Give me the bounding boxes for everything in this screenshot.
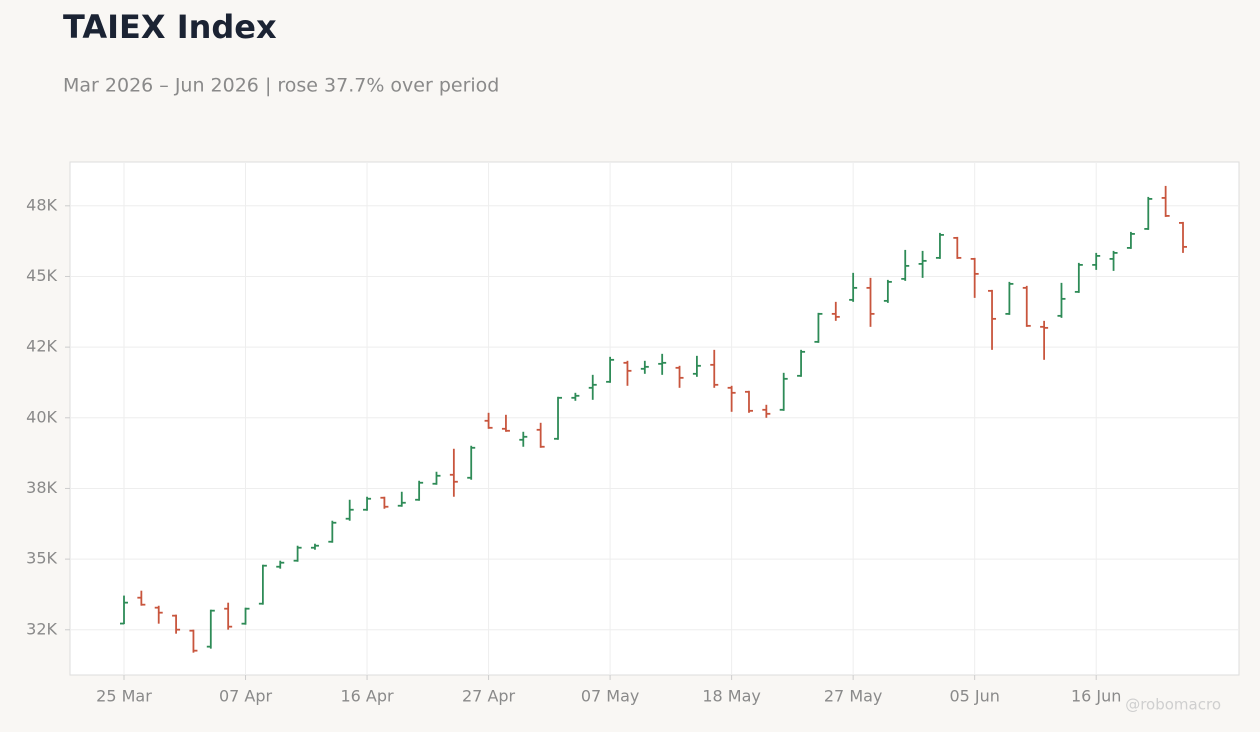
x-tick-label: 16 Jun	[1071, 687, 1121, 706]
chart-subtitle: Mar 2026 – Jun 2026 | rose 37.7% over pe…	[63, 75, 499, 97]
y-tick-label: 42K	[26, 337, 57, 356]
x-tick-label: 07 May	[581, 687, 640, 706]
watermark: @robomacro	[1125, 696, 1221, 714]
y-tick-label: 32K	[26, 619, 57, 638]
x-tick-label: 07 Apr	[219, 687, 273, 706]
plot-area	[69, 161, 1240, 676]
x-tick-label: 27 Apr	[462, 687, 516, 706]
y-tick-label: 40K	[26, 407, 57, 426]
y-tick-label: 38K	[26, 478, 57, 497]
x-tick-label: 18 May	[702, 687, 761, 706]
chart-title: TAIEX Index	[63, 8, 277, 46]
x-tick-label: 05 Jun	[949, 687, 999, 706]
y-tick-label: 35K	[26, 549, 57, 568]
x-tick-label: 25 Mar	[96, 687, 152, 706]
x-tick-label: 27 May	[824, 687, 883, 706]
y-tick-label: 48K	[26, 195, 57, 214]
x-tick-label: 16 Apr	[340, 687, 394, 706]
y-tick-label: 45K	[26, 266, 57, 285]
